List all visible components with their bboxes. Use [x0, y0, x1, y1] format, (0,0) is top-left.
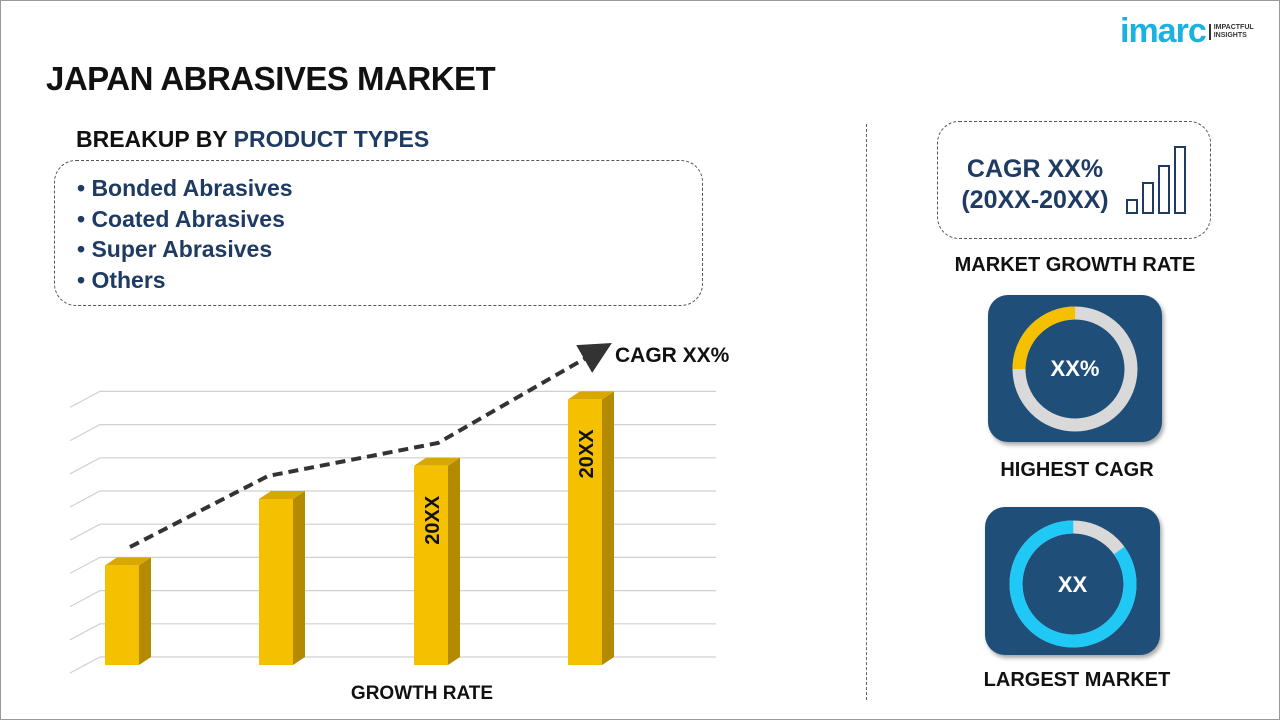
tagline-2: INSIGHTS	[1213, 31, 1247, 39]
trend-annotation: CAGR XX%	[615, 344, 730, 367]
list-item: • Super Abrasives	[77, 236, 273, 262]
gridline	[69, 523, 716, 541]
highest-cagr-value: XX%	[1050, 356, 1100, 381]
trend-arrow	[129, 343, 612, 549]
growth-rate-label: MARKET GROWTH RATE	[954, 254, 1196, 276]
breakup-heading: BREAKUP BY PRODUCT TYPES	[76, 126, 429, 153]
largest-market-value: XX	[1057, 572, 1088, 597]
divider	[866, 124, 867, 700]
segment-list: • Bonded Abrasives • Coated Abrasives • …	[54, 160, 703, 306]
x-axis-label: GROWTH RATE	[351, 683, 493, 704]
bar-face	[414, 465, 448, 665]
largest-market-tile: XX	[985, 507, 1160, 655]
cagr-period: (20XX-20XX)	[961, 186, 1109, 214]
gridline	[69, 656, 716, 674]
highest-cagr-label: HIGHEST CAGR	[1000, 459, 1154, 481]
bar-face	[259, 499, 293, 665]
list-item: • Bonded Abrasives	[77, 175, 293, 201]
gridline	[69, 490, 716, 508]
bar: 20XX	[568, 391, 614, 665]
highest-cagr-donut	[1012, 306, 1138, 432]
list-item: • Coated Abrasives	[77, 205, 285, 232]
highest-cagr-tile: XX%	[988, 295, 1162, 442]
gridline	[69, 424, 716, 442]
bar-chart: 20XX 20XX CAGR XX% GROWTH RATE	[69, 343, 730, 704]
growth-rate-text: CAGR XX% (20XX-20XX)	[955, 154, 1115, 216]
bar-side	[139, 557, 151, 665]
bar-face	[105, 565, 139, 665]
gridline	[69, 556, 716, 574]
bar	[105, 557, 151, 665]
gridline	[69, 623, 716, 641]
bar-growth-icon	[1126, 146, 1186, 214]
bar-label: 20XX	[422, 495, 444, 545]
logo-brand: imarc	[1120, 12, 1207, 50]
imarc-logo: imarc IMPACTFUL INSIGHTS	[1120, 12, 1254, 51]
page-title: JAPAN ABRASIVES MARKET	[46, 60, 496, 97]
bar-label: 20XX	[576, 429, 598, 479]
bar	[259, 491, 305, 665]
bar-top	[259, 491, 305, 499]
gridline	[69, 590, 716, 608]
logo-tagline: IMPACTFUL INSIGHTS	[1208, 23, 1254, 40]
bar-side	[293, 491, 305, 665]
bar-side	[602, 391, 614, 665]
bar-side	[448, 457, 460, 665]
largest-market-donut	[1009, 520, 1137, 648]
bar: 20XX	[414, 457, 460, 665]
bar-top	[105, 557, 151, 566]
largest-market-label: LARGEST MARKET	[983, 669, 1171, 691]
list-item: • Others	[77, 266, 166, 293]
bar-top	[568, 391, 614, 400]
bar-face	[568, 399, 602, 665]
gridline	[69, 457, 716, 475]
gridline	[69, 390, 716, 408]
breakup-prefix: BREAKUP BY	[76, 126, 234, 152]
cagr-value: CAGR XX%	[966, 155, 1104, 183]
breakup-highlight: PRODUCT TYPES	[233, 126, 430, 152]
bar-top	[414, 457, 460, 466]
tagline-1: IMPACTFUL	[1213, 23, 1254, 31]
growth-rate-box	[937, 121, 1211, 239]
